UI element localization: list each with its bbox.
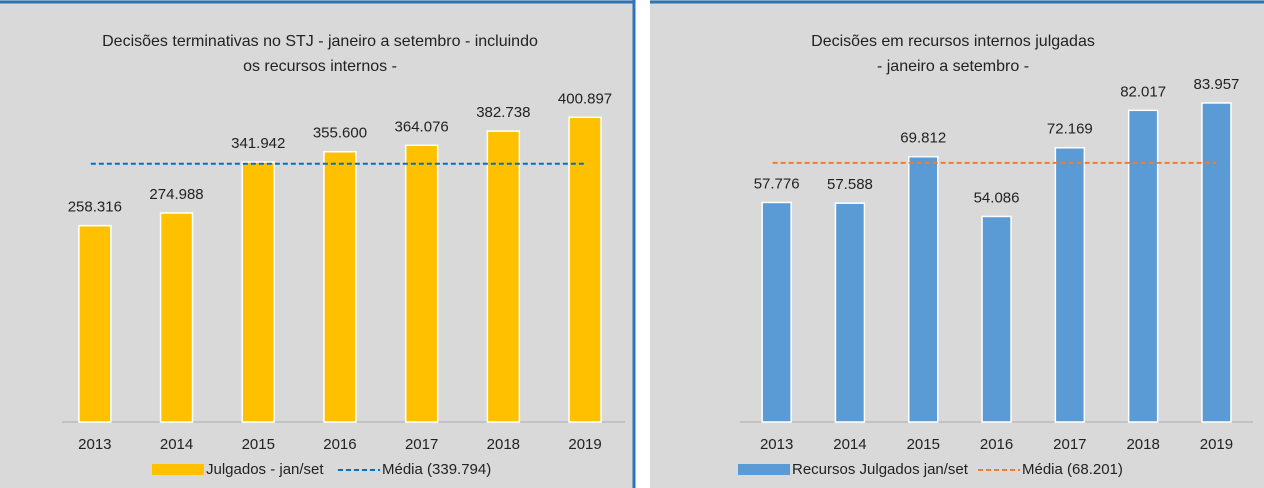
- bar: [834, 202, 866, 423]
- bar: [981, 215, 1012, 423]
- data-label: 400.897: [558, 90, 612, 107]
- legend-label: Média (339.794): [382, 461, 491, 478]
- data-label: 54.086: [974, 189, 1020, 206]
- data-label: 72.169: [1047, 121, 1093, 138]
- bar: [908, 155, 939, 423]
- x-tick-label: 2018: [1126, 436, 1159, 453]
- data-label: 82.017: [1120, 83, 1166, 100]
- chart-title: os recursos internos -: [243, 58, 397, 75]
- x-tick-label: 2016: [323, 436, 356, 453]
- x-tick-label: 2019: [1200, 436, 1233, 453]
- legend-label: Média (68.201): [1022, 461, 1123, 478]
- data-label: 83.957: [1194, 76, 1240, 93]
- x-tick-label: 2014: [160, 436, 193, 453]
- legend-label: Recursos Julgados jan/set: [792, 461, 969, 478]
- x-tick-label: 2014: [833, 436, 866, 453]
- legend-label: Julgados - jan/set: [206, 461, 324, 478]
- bar: [761, 201, 792, 423]
- data-label: 364.076: [395, 118, 449, 135]
- panel-bg: [650, 0, 1264, 488]
- x-tick-label: 2018: [487, 436, 520, 453]
- bar: [1054, 147, 1086, 423]
- legend-swatch: [738, 464, 790, 475]
- data-label: 382.738: [476, 104, 530, 121]
- data-label: 258.316: [68, 199, 122, 216]
- bar: [323, 150, 357, 423]
- bar: [486, 130, 521, 423]
- data-label: 69.812: [900, 130, 946, 147]
- x-tick-label: 2015: [907, 436, 940, 453]
- data-label: 274.988: [149, 186, 203, 203]
- x-tick-label: 2013: [760, 436, 793, 453]
- x-tick-label: 2015: [242, 436, 275, 453]
- x-tick-label: 2013: [78, 436, 111, 453]
- data-label: 57.776: [754, 175, 800, 192]
- chart-title: Decisões em recursos internos julgadas: [811, 33, 1095, 50]
- data-label: 57.588: [827, 176, 873, 193]
- bar: [241, 161, 275, 423]
- bar: [568, 116, 602, 423]
- chart-title: - janeiro a setembro -: [877, 58, 1029, 75]
- data-label: 341.942: [231, 135, 285, 152]
- data-label: 355.600: [313, 125, 367, 142]
- legend-swatch: [152, 464, 204, 475]
- bar: [78, 224, 112, 423]
- chart-title: Decisões terminativas no STJ - janeiro a…: [102, 33, 538, 50]
- x-tick-label: 2017: [405, 436, 438, 453]
- bar: [404, 144, 439, 423]
- x-tick-label: 2019: [568, 436, 601, 453]
- bar: [159, 212, 194, 423]
- bar: [1127, 109, 1159, 423]
- x-tick-label: 2016: [980, 436, 1013, 453]
- bar: [1201, 102, 1232, 423]
- x-tick-label: 2017: [1053, 436, 1086, 453]
